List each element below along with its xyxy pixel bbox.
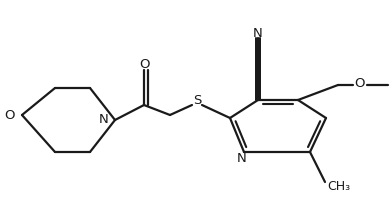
Text: CH₃: CH₃ (327, 180, 350, 193)
Text: S: S (193, 93, 201, 107)
Text: N: N (99, 112, 109, 126)
Text: O: O (355, 77, 365, 89)
Text: O: O (139, 58, 149, 70)
Text: N: N (237, 151, 247, 165)
Text: O: O (4, 108, 15, 122)
Text: N: N (253, 27, 263, 39)
